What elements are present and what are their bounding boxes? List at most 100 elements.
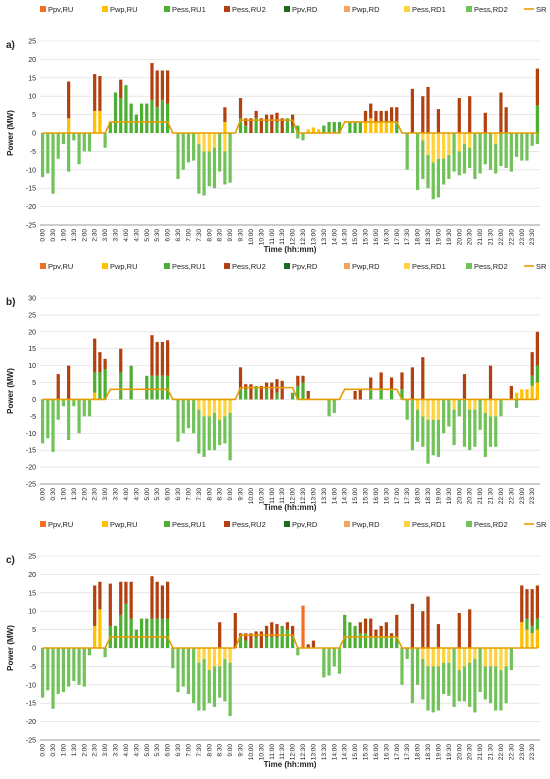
x-tick-label: 11:30 bbox=[279, 229, 286, 245]
bar bbox=[275, 112, 279, 122]
bar bbox=[530, 633, 534, 648]
bar bbox=[192, 648, 196, 704]
bar bbox=[421, 133, 425, 141]
x-tick-label: 2:30 bbox=[92, 229, 99, 242]
x-tick-label: 10:30 bbox=[258, 744, 265, 761]
x-tick-label: 12:00 bbox=[290, 744, 297, 761]
x-tick-label: 5:30 bbox=[154, 229, 161, 242]
bar bbox=[238, 367, 243, 390]
bar bbox=[530, 133, 534, 146]
legend-swatch bbox=[466, 521, 472, 527]
panel-label: b) bbox=[6, 297, 15, 308]
legend-swatch bbox=[344, 521, 350, 527]
x-tick-label: 14:00 bbox=[331, 229, 338, 246]
bar bbox=[51, 133, 55, 194]
x-tick-label: 14:00 bbox=[331, 488, 338, 505]
legend-swatch bbox=[404, 6, 410, 12]
x-tick-label: 17:00 bbox=[394, 744, 401, 761]
bar bbox=[46, 133, 50, 174]
bar bbox=[462, 133, 467, 145]
legend-label: Pwp,RU bbox=[110, 262, 138, 271]
chart-panel-c: Ppv,RU Pwp,RU Pess,RU1 Pess,RU2 Ppv,RD Pwp,RD… bbox=[6, 520, 547, 769]
bar bbox=[415, 409, 420, 442]
x-tick-label: 20:30 bbox=[467, 744, 474, 761]
bar bbox=[311, 127, 316, 133]
bar bbox=[473, 648, 477, 660]
bar bbox=[165, 375, 170, 400]
legend-label: Pess,RD1 bbox=[412, 262, 446, 271]
bar bbox=[421, 399, 425, 417]
legend-label: SR bbox=[536, 5, 547, 14]
y-tick-label: -15 bbox=[26, 701, 36, 708]
x-tick-label: 5:00 bbox=[144, 744, 151, 757]
bar bbox=[238, 118, 243, 133]
bars-b bbox=[40, 331, 540, 464]
y-tick-label: 0 bbox=[32, 646, 36, 653]
bar bbox=[457, 648, 461, 671]
bar bbox=[468, 133, 472, 148]
x-axis-title: Time (hh:mm) bbox=[264, 503, 317, 512]
legend-label: SR bbox=[536, 262, 547, 271]
bar bbox=[483, 412, 487, 457]
legend-swatch bbox=[224, 6, 230, 12]
bar bbox=[473, 659, 477, 713]
bar bbox=[530, 352, 534, 376]
bar bbox=[426, 155, 430, 189]
bar bbox=[254, 118, 258, 133]
bar bbox=[228, 648, 232, 663]
bar bbox=[348, 622, 352, 648]
bar bbox=[264, 625, 269, 637]
bar bbox=[244, 389, 248, 400]
x-tick-label: 8:00 bbox=[206, 744, 213, 757]
bar bbox=[160, 70, 165, 100]
bar bbox=[363, 121, 368, 133]
bar bbox=[520, 389, 524, 400]
x-tick-label: 1:00 bbox=[60, 744, 67, 757]
y-tick-label: -20 bbox=[26, 719, 36, 726]
bar bbox=[389, 636, 394, 648]
bar bbox=[155, 375, 159, 400]
legend-swatch bbox=[344, 263, 350, 269]
y-tick-label: 25 bbox=[28, 554, 36, 561]
bar bbox=[483, 399, 487, 413]
bar bbox=[426, 419, 430, 464]
bar bbox=[457, 670, 461, 702]
x-tick-label: 13:00 bbox=[310, 229, 317, 246]
legend-label: Ppv,RU bbox=[48, 520, 73, 529]
y-tick-label: -10 bbox=[26, 682, 36, 689]
x-tick-label: 15:30 bbox=[363, 488, 370, 505]
legend-swatch bbox=[102, 6, 108, 12]
bar bbox=[525, 589, 529, 619]
y-tick-label: 10 bbox=[28, 94, 36, 101]
bar bbox=[389, 377, 394, 390]
bar bbox=[452, 133, 456, 172]
bar bbox=[40, 133, 45, 178]
bar bbox=[462, 374, 467, 400]
sr-line bbox=[42, 634, 538, 649]
bar bbox=[275, 392, 279, 400]
bar bbox=[264, 121, 269, 133]
bar bbox=[389, 633, 394, 637]
bar bbox=[270, 636, 274, 648]
bar bbox=[186, 399, 191, 429]
bar bbox=[452, 409, 456, 446]
legend-label: Pess,RD1 bbox=[412, 520, 446, 529]
y-tick-label: 15 bbox=[28, 346, 36, 353]
x-tick-label: 8:00 bbox=[206, 229, 213, 242]
bar bbox=[520, 133, 524, 161]
bar bbox=[181, 399, 185, 434]
bar bbox=[410, 88, 415, 133]
bar bbox=[186, 648, 191, 694]
bar bbox=[160, 99, 165, 133]
bar bbox=[46, 399, 50, 439]
bar bbox=[442, 399, 446, 434]
bar bbox=[426, 596, 430, 648]
bar bbox=[223, 416, 227, 444]
bar bbox=[186, 133, 191, 163]
bar bbox=[207, 151, 211, 187]
bar bbox=[488, 416, 493, 447]
bar bbox=[98, 352, 102, 373]
bar bbox=[207, 670, 211, 704]
bar bbox=[218, 622, 222, 648]
